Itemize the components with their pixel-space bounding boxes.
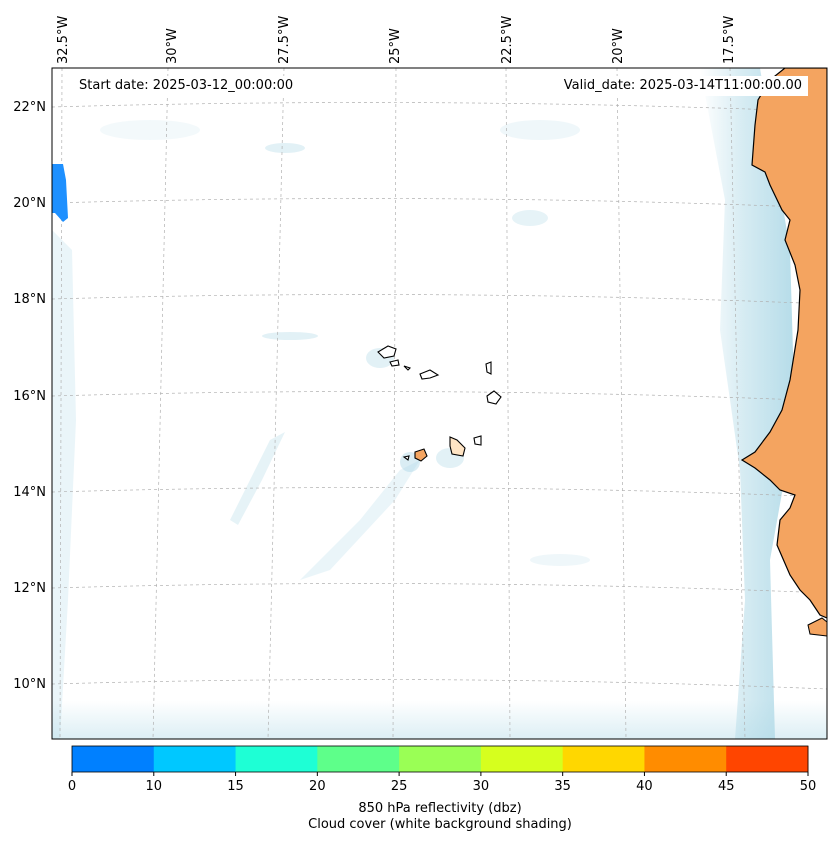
island-maio xyxy=(473,435,482,446)
africa-coastline xyxy=(740,68,827,637)
map-panel xyxy=(52,68,827,739)
lat-label: 12°N xyxy=(13,581,46,596)
colorbar-swatch xyxy=(153,746,237,772)
colorbar-swatch xyxy=(317,746,400,772)
colorbar-tick-label: 35 xyxy=(554,779,571,794)
colorbar-label-line1: 850 hPa reflectivity (dbz) xyxy=(358,801,522,816)
colorbar-tick-label: 45 xyxy=(718,779,735,794)
colorbar-ticks: 0 10 15 20 25 30 35 40 45 50 xyxy=(68,772,816,794)
gridlines xyxy=(52,68,827,739)
longitude-labels: 32.5°W 30°W 27.5°W 25°W 22.5°W 20°W 17.5… xyxy=(56,16,737,64)
island-santa-luzia xyxy=(403,365,412,371)
island-santiago xyxy=(449,436,466,457)
island-fogo xyxy=(414,448,428,462)
island-sao-nicolau xyxy=(419,369,440,380)
lon-label: 32.5°W xyxy=(56,16,71,64)
colorbar-swatch xyxy=(480,746,564,772)
cape-verde-islands xyxy=(377,345,502,462)
bijagos-islands xyxy=(807,617,827,637)
latitude-labels: 22°N 20°N 18°N 16°N 14°N 12°N 10°N xyxy=(13,100,46,692)
lon-label: 27.5°W xyxy=(277,16,292,64)
lat-label: 22°N xyxy=(13,100,46,115)
island-boa-vista xyxy=(486,390,502,405)
island-brava xyxy=(402,455,410,461)
colorbar-swatch xyxy=(235,746,318,772)
island-sao-vicente xyxy=(389,359,400,367)
colorbar-frame xyxy=(71,745,809,773)
colorbar-tick-label: 50 xyxy=(800,779,817,794)
lat-label: 20°N xyxy=(13,196,46,211)
lat-label: 10°N xyxy=(13,677,46,692)
lat-label: 18°N xyxy=(13,292,46,307)
colorbar-tick-label: 15 xyxy=(227,779,244,794)
lat-label: 16°N xyxy=(13,389,46,404)
colorbar-swatch xyxy=(562,746,645,772)
lon-label: 30°W xyxy=(165,28,180,64)
colorbar-swatch xyxy=(644,746,727,772)
colorbar-swatch xyxy=(726,746,809,772)
cloud-cover-shading xyxy=(52,68,827,739)
lon-label: 20°W xyxy=(611,28,626,64)
colorbar-swatches xyxy=(72,746,809,772)
island-santo-antao xyxy=(377,345,397,359)
colorbar-tick-label: 10 xyxy=(146,779,163,794)
reflectivity-blob xyxy=(52,164,68,222)
lon-label: 22.5°W xyxy=(500,16,515,64)
colorbar-caption: 850 hPa reflectivity (dbz) Cloud cover (… xyxy=(50,801,830,833)
colorbar-swatch xyxy=(399,746,482,772)
valid-date-label: Valid_date: 2025-03-14T11:00:00.00 xyxy=(557,76,808,96)
colorbar-swatch xyxy=(72,746,155,772)
colorbar-tick-label: 20 xyxy=(309,779,326,794)
colorbar-tick-label: 0 xyxy=(68,779,76,794)
start-date-label: Start date: 2025-03-12_00:00:00 xyxy=(73,76,300,96)
colorbar-tick-label: 25 xyxy=(391,779,408,794)
colorbar-label-line2: Cloud cover (white background shading) xyxy=(308,817,572,832)
lat-label: 14°N xyxy=(13,485,46,500)
island-sal xyxy=(485,361,492,375)
colorbar-tick-label: 40 xyxy=(636,779,653,794)
colorbar: 0 10 15 20 25 30 35 40 45 50 xyxy=(68,745,816,794)
lon-label: 17.5°W xyxy=(722,16,737,64)
colorbar-tick-label: 30 xyxy=(473,779,490,794)
lon-label: 25°W xyxy=(388,28,403,64)
map-frame xyxy=(51,67,828,740)
coast-land xyxy=(740,68,827,619)
